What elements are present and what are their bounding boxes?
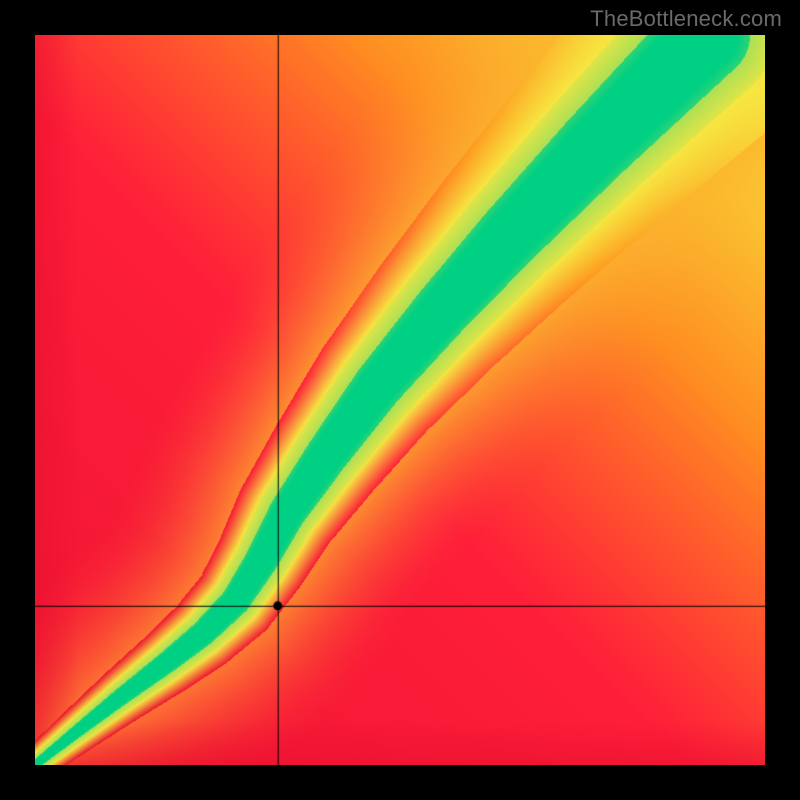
- bottleneck-heatmap: [35, 35, 765, 765]
- chart-stage: TheBottleneck.com: [0, 0, 800, 800]
- watermark-text: TheBottleneck.com: [590, 6, 782, 32]
